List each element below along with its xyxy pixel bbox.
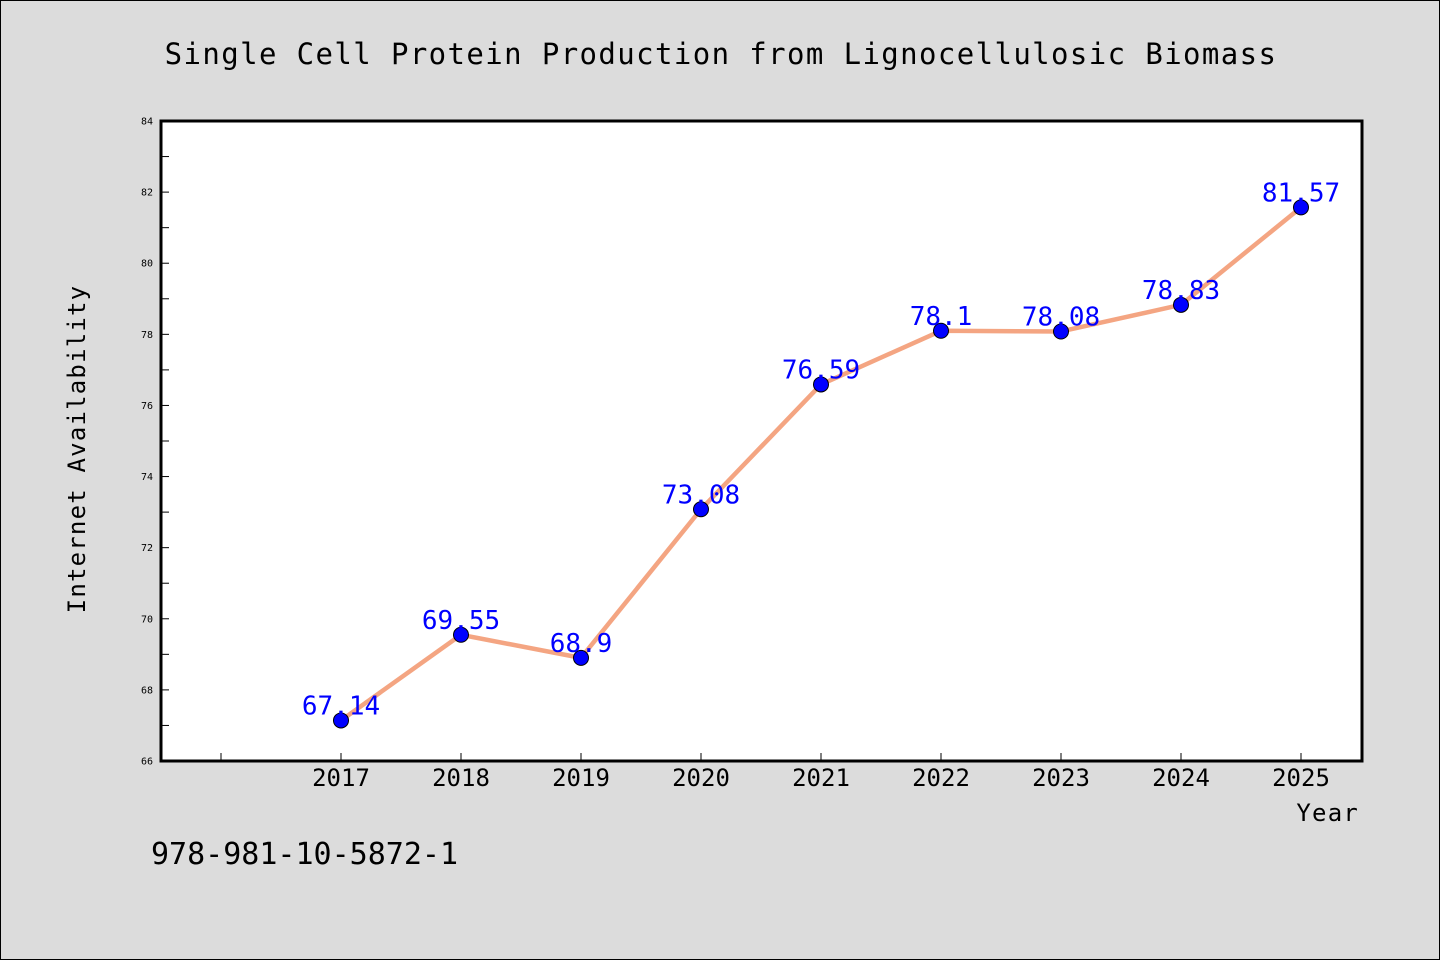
x-tick-label: 2020: [672, 764, 730, 792]
y-tick-label: 84: [141, 117, 153, 128]
data-label: 68.9: [550, 629, 613, 659]
series-layer: [333, 199, 1309, 729]
y-tick-label: 70: [141, 614, 153, 625]
y-axis: 66 68 70 72 74 76 78 80 82 84: [141, 117, 169, 768]
y-tick-label: 68: [141, 685, 153, 696]
x-tick-label: 2017: [312, 764, 370, 792]
x-tick-label: 2022: [912, 764, 970, 792]
x-axis: 2017 2018 2019 2020 2021 2022 2023 2024 2025: [220, 753, 1330, 792]
y-axis-label: Internet Availability: [63, 285, 91, 614]
data-point: [813, 376, 829, 393]
data-label: 81.57: [1262, 178, 1340, 208]
data-point: [1293, 199, 1309, 216]
data-label: 76.59: [782, 355, 860, 385]
data-label: 78.1: [910, 302, 973, 332]
data-label: 69.55: [422, 606, 500, 636]
data-point: [1053, 323, 1069, 340]
data-point: [453, 626, 469, 643]
x-tick-label: 2023: [1032, 764, 1090, 792]
data-point: [333, 712, 349, 729]
plot-area: [159, 119, 1364, 763]
y-tick-label: 74: [141, 472, 153, 483]
x-tick-label: 2021: [792, 764, 850, 792]
data-labels: 67.14 69.55 68.9 73.08 76.59 78.1 78.08 78.83 81…: [302, 178, 1340, 721]
data-label: 78.08: [1022, 302, 1100, 332]
y-tick-label: 76: [141, 401, 153, 412]
data-label: 67.14: [302, 691, 380, 721]
data-label: 73.08: [662, 480, 740, 510]
x-tick-label: 2024: [1152, 764, 1210, 792]
x-tick-label: 2018: [432, 764, 490, 792]
y-tick-label: 72: [141, 543, 153, 554]
data-point: [933, 322, 949, 339]
x-tick-label: 2025: [1272, 764, 1330, 792]
y-tick-label: 82: [141, 188, 153, 199]
y-tick-label: 80: [141, 259, 153, 270]
data-point: [693, 501, 709, 518]
data-point: [573, 649, 589, 666]
x-axis-label: Year: [1296, 799, 1359, 827]
x-tick-label: 2019: [552, 764, 610, 792]
data-label: 78.83: [1142, 276, 1220, 306]
y-tick-label: 78: [141, 330, 153, 341]
footnote-isbn: 978-981-10-5872-1: [151, 837, 458, 872]
data-point: [1173, 296, 1189, 313]
chart-title: Single Cell Protein Production from Lign…: [165, 37, 1278, 71]
y-tick-label: 66: [141, 757, 153, 768]
